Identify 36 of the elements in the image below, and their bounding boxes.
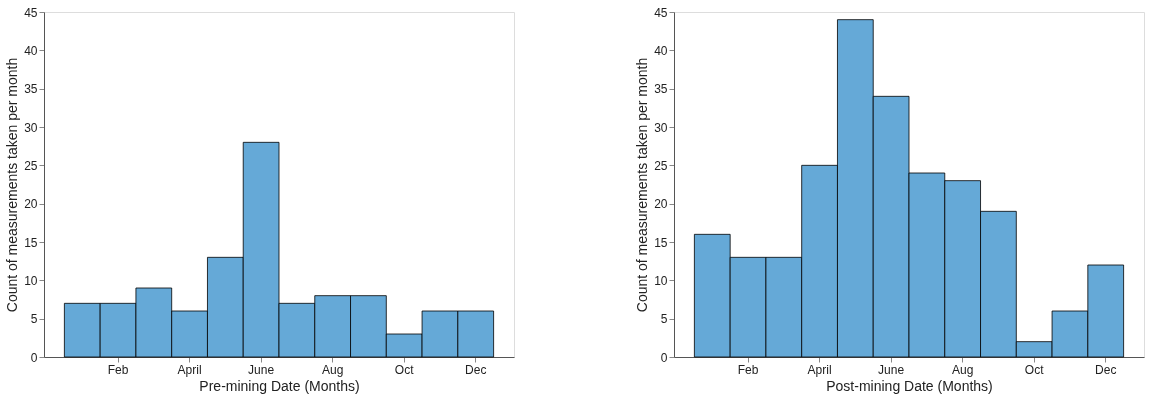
y-axis-title: Count of measurements taken per month <box>4 57 21 313</box>
y-tick-label: 0 <box>660 350 668 365</box>
x-tick-label: Feb <box>737 362 759 377</box>
y-tick-label: 5 <box>30 312 38 327</box>
y-tick-label: 40 <box>24 43 38 58</box>
y-tick-label: 20 <box>24 197 38 212</box>
y-tick-label: 45 <box>24 5 38 20</box>
y-tick-label: 10 <box>24 273 38 288</box>
y-tick-label: 0 <box>30 350 38 365</box>
y-tick-label: 15 <box>654 235 668 250</box>
x-tick-label: Aug <box>951 362 974 377</box>
x-tick-label: April <box>177 362 202 377</box>
x-tick-label: Aug <box>321 362 344 377</box>
x-tick-label: April <box>807 362 832 377</box>
x-tick-label: June <box>248 362 275 377</box>
y-tick-label: 25 <box>24 158 38 173</box>
y-tick-label: 40 <box>654 43 668 58</box>
y-tick-label: 30 <box>654 120 668 135</box>
y-tick-label: 30 <box>24 120 38 135</box>
y-tick-label: 5 <box>660 312 668 327</box>
x-tick-label: June <box>878 362 905 377</box>
y-tick-label: 45 <box>654 5 668 20</box>
y-tick-label: 35 <box>24 82 38 97</box>
x-axis-title: Post-mining Date (Months) <box>826 377 993 394</box>
x-tick-label: Oct <box>394 362 415 377</box>
y-tick-label: 20 <box>654 197 668 212</box>
y-tick-label: 25 <box>654 158 668 173</box>
y-axis-title: Count of measurements taken per month <box>634 57 651 313</box>
x-tick-label: Dec <box>1095 362 1117 377</box>
y-tick-label: 10 <box>654 273 668 288</box>
x-tick-label: Oct <box>1024 362 1045 377</box>
x-axis-title: Pre-mining Date (Months) <box>199 377 360 394</box>
x-tick-label: Feb <box>107 362 129 377</box>
y-tick-label: 35 <box>654 82 668 97</box>
y-tick-label: 15 <box>24 235 38 250</box>
x-tick-label: Dec <box>465 362 487 377</box>
